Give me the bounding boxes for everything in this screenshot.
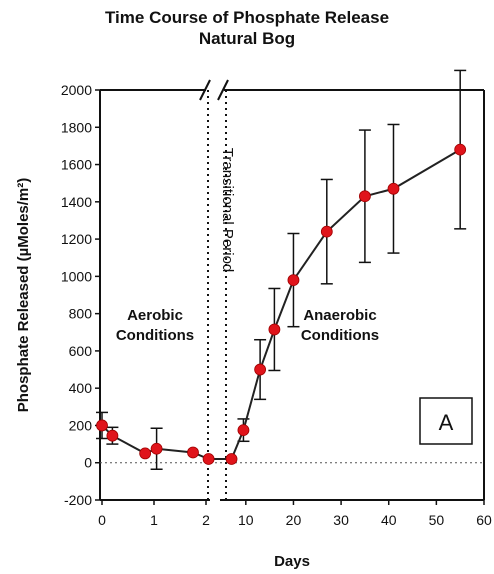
x-tick-label: 0 [98, 512, 106, 528]
data-point [225, 453, 238, 465]
data-point [150, 442, 163, 455]
y-tick-label: 400 [69, 380, 93, 396]
axis-break-mark-top-left [199, 79, 211, 101]
data-point [268, 323, 281, 336]
data-point [387, 182, 400, 195]
y-tick-label: 800 [69, 306, 93, 322]
data-point [359, 190, 371, 203]
y-tick-label: 0 [84, 455, 92, 471]
data-point [96, 419, 108, 432]
data-point [320, 225, 333, 238]
annotation-aerobic-line2: Conditions [116, 327, 194, 344]
x-tick-label: 20 [286, 512, 302, 528]
y-tick-label: 1200 [61, 231, 92, 247]
y-axis-label: Phosphate Released (µMoles/m²) [15, 178, 32, 413]
y-tick-label: 200 [69, 417, 93, 433]
data-point [139, 447, 152, 460]
x-tick-label: 10 [238, 512, 254, 528]
data-point [187, 446, 199, 459]
x-tick-label: 50 [429, 512, 445, 528]
x-tick-label: 40 [381, 512, 397, 528]
x-axis-label: Days [274, 553, 310, 570]
y-tick-label: 1000 [61, 268, 92, 284]
chart-title-line-2: Natural Bog [198, 29, 296, 48]
data-point [202, 453, 215, 465]
x-tick-label: 1 [150, 512, 158, 528]
y-tick-label: -200 [64, 492, 92, 508]
data-point [454, 143, 467, 156]
x-tick-label: 60 [476, 512, 492, 528]
axis-break-mark-top-right [217, 79, 229, 101]
panel-label-box [419, 397, 473, 445]
y-tick-label: 1400 [61, 194, 92, 210]
data-point [254, 363, 267, 376]
y-tick-label: 1800 [61, 119, 92, 135]
series-line [101, 148, 461, 460]
data-point [237, 424, 250, 437]
x-tick-label: 2 [202, 512, 210, 528]
data-point [106, 429, 119, 442]
annotation-transitional-period: Transitional Period [219, 148, 236, 273]
x-tick-label: 30 [333, 512, 349, 528]
panel-label: A [439, 410, 454, 435]
annotation-anaerobic-line1: Anaerobic [303, 307, 376, 324]
annotation-aerobic-line1: Aerobic [127, 307, 183, 324]
annotation-anaerobic-line2: Conditions [301, 327, 379, 344]
data-point [287, 274, 300, 286]
y-tick-label: 600 [69, 343, 93, 359]
y-tick-label: 2000 [61, 82, 92, 98]
chart-title-line-1: Time Course of Phosphate Release [104, 8, 390, 27]
y-tick-label: 1600 [61, 157, 92, 173]
